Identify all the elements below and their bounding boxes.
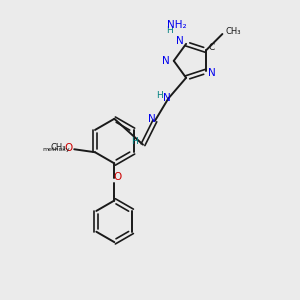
Text: CH₃: CH₃: [225, 26, 241, 35]
Text: CH₃: CH₃: [50, 143, 66, 152]
Text: H: H: [167, 26, 173, 35]
Text: NH₂: NH₂: [167, 20, 187, 30]
Text: N: N: [176, 36, 184, 46]
Text: N: N: [148, 114, 156, 124]
Text: methoxy: methoxy: [42, 147, 70, 152]
Text: H: H: [131, 137, 137, 146]
Text: O: O: [65, 143, 73, 153]
Text: H: H: [157, 91, 163, 100]
Text: N: N: [163, 56, 170, 66]
Text: O: O: [113, 172, 122, 182]
Text: N: N: [208, 68, 216, 78]
Text: C: C: [209, 43, 215, 52]
Text: N: N: [163, 93, 171, 103]
